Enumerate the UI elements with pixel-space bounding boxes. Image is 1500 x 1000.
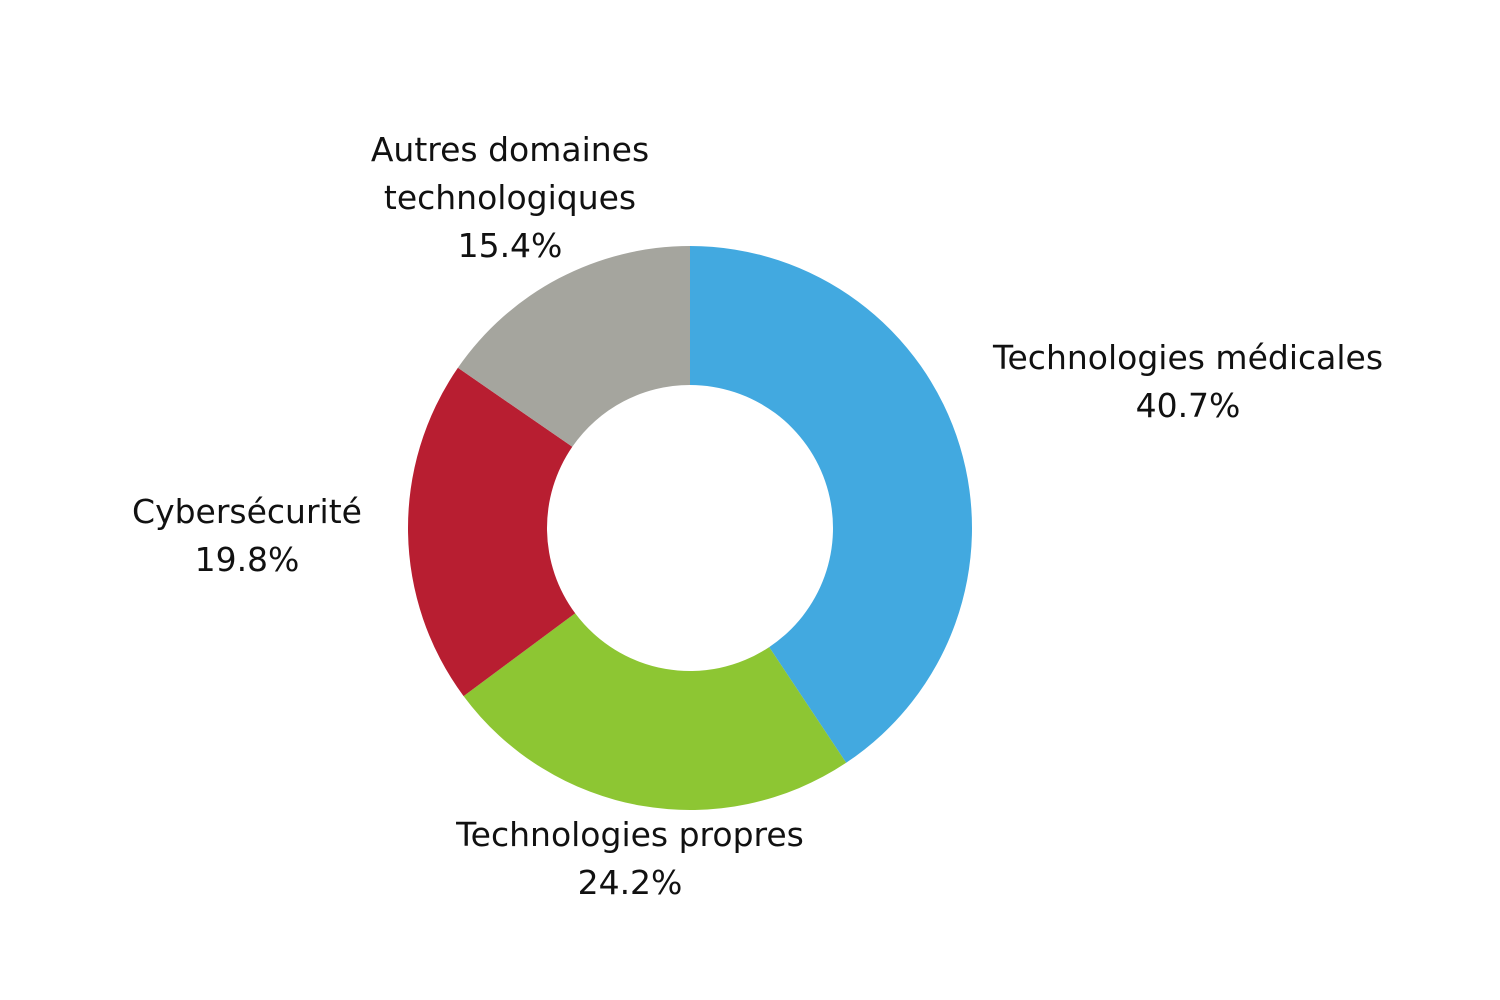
donut-segment	[457, 246, 690, 447]
value-label: 19.8%	[194, 540, 300, 579]
slice-label: Technologies médicales 40.7%	[928, 334, 1448, 430]
slice-label: Technologies propres 24.2%	[370, 811, 890, 907]
donut-segment	[463, 613, 847, 811]
value-label: 24.2%	[577, 863, 683, 902]
slice-label: Autres domaines technologiques 15.4%	[320, 126, 700, 270]
donut-segment	[690, 246, 972, 763]
category-label: Technologies médicales	[992, 338, 1384, 377]
category-label: Technologies propres	[456, 815, 804, 854]
category-label: Cybersécurité	[132, 492, 362, 531]
donut-segment	[408, 367, 576, 697]
value-label: 40.7%	[1135, 386, 1241, 425]
slice-label: Cybersécurité 19.8%	[77, 488, 417, 584]
value-label: 15.4%	[457, 226, 563, 265]
category-label: Autres domaines technologiques	[370, 130, 650, 217]
